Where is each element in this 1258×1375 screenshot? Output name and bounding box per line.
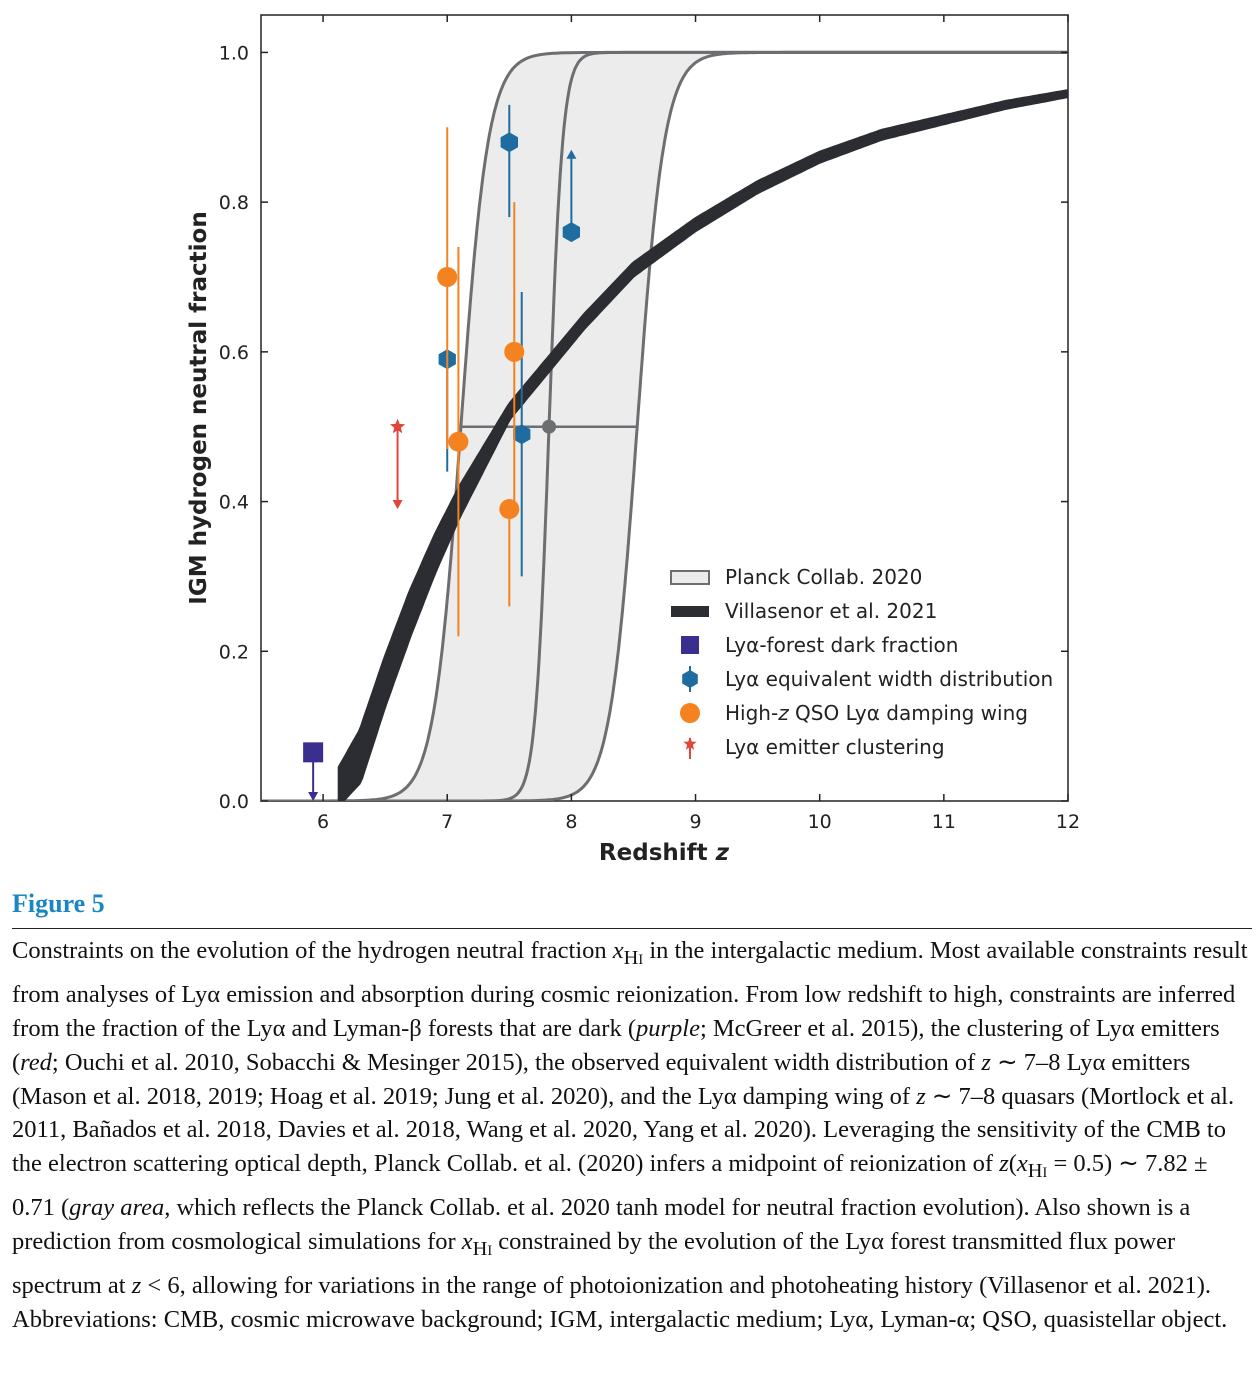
chart: 6 7 8 9 10 11 12 0.0 0.2 0.4 0.6 0.8 1.0 Planck Coll… (186, 14, 1080, 866)
hexagon-marker (500, 132, 518, 153)
legend-swatch-red-star (683, 737, 697, 750)
square-series (303, 742, 324, 801)
figure-label: Figure 5 (12, 889, 105, 918)
x-axis-title: Redshift z (599, 840, 730, 866)
limit-arrow-head (392, 500, 403, 510)
legend-item: High-z QSO Lyα damping wing (680, 701, 1028, 725)
y-tick-label: 0.0 (219, 791, 249, 813)
y-tick-label: 0.4 (219, 492, 249, 514)
legend-label: High-z QSO Lyα damping wing (725, 701, 1028, 725)
planck-midpoint (542, 419, 557, 434)
legend-label-part: QSO Lyα damping wing (789, 701, 1028, 725)
limit-arrow-head (308, 792, 319, 801)
circle-marker (448, 431, 469, 452)
y-tick-label: 0.2 (219, 641, 249, 663)
legend-item: Villasenor et al. 2021 (671, 599, 937, 623)
hexagon-series (438, 104, 580, 577)
circle-marker (437, 267, 458, 287)
legend-label: Lyα-forest dark fraction (725, 633, 958, 657)
figure-caption: Constraints on the evolution of the hydr… (12, 937, 1248, 1333)
legend-swatch-blue-hexagon (682, 670, 698, 688)
legend-label: Villasenor et al. 2021 (725, 599, 937, 623)
x-tick-label: 9 (689, 811, 701, 833)
legend-label-var: z (777, 701, 789, 725)
x-tick-label: 12 (1056, 811, 1080, 833)
legend-label: Planck Collab. 2020 (725, 565, 922, 589)
legend-item: Lyα-forest dark fraction (681, 633, 958, 657)
legend-label-part: High- (725, 701, 778, 725)
circle-marker (499, 499, 520, 520)
hexagon-marker (513, 424, 531, 445)
legend-swatch-purple-square (681, 636, 699, 654)
y-tick-label: 1.0 (219, 42, 249, 64)
square-marker (303, 742, 324, 763)
planck-midpoint-curve (261, 50, 1068, 801)
hexagon-marker (562, 222, 580, 243)
x-tick-label: 6 (317, 811, 329, 833)
planck-band (261, 52, 1068, 801)
x-tick-label: 8 (565, 811, 577, 833)
legend-swatch-orange-circle (680, 703, 700, 723)
star-marker (390, 418, 406, 434)
y-tick-label: 0.8 (219, 192, 249, 214)
legend-item: Lyα emitter clustering (683, 735, 945, 759)
x-axis-title-var: z (715, 840, 730, 866)
x-axis-title-text: Redshift (599, 840, 708, 866)
circle-series (437, 127, 525, 637)
legend-label: Lyα equivalent width distribution (725, 667, 1053, 691)
x-tick-label: 7 (441, 811, 453, 833)
circle-marker (504, 341, 525, 362)
caption-rule (12, 928, 1252, 929)
villasenor-band (337, 89, 1068, 801)
star-series (390, 418, 406, 510)
legend-swatch-planck (670, 570, 710, 585)
legend-item: Planck Collab. 2020 (670, 565, 922, 589)
x-tick-label: 10 (808, 811, 832, 833)
legend-label: Lyα emitter clustering (725, 735, 945, 759)
y-axis-title: IGM hydrogen neutral fraction (186, 211, 212, 604)
limit-arrow-head (566, 149, 577, 159)
legend-swatch-villasenor (671, 606, 709, 617)
legend-item: Lyα equivalent width distribution (682, 666, 1053, 692)
x-tick-label: 11 (932, 811, 956, 833)
y-tick-label: 0.6 (219, 342, 249, 364)
